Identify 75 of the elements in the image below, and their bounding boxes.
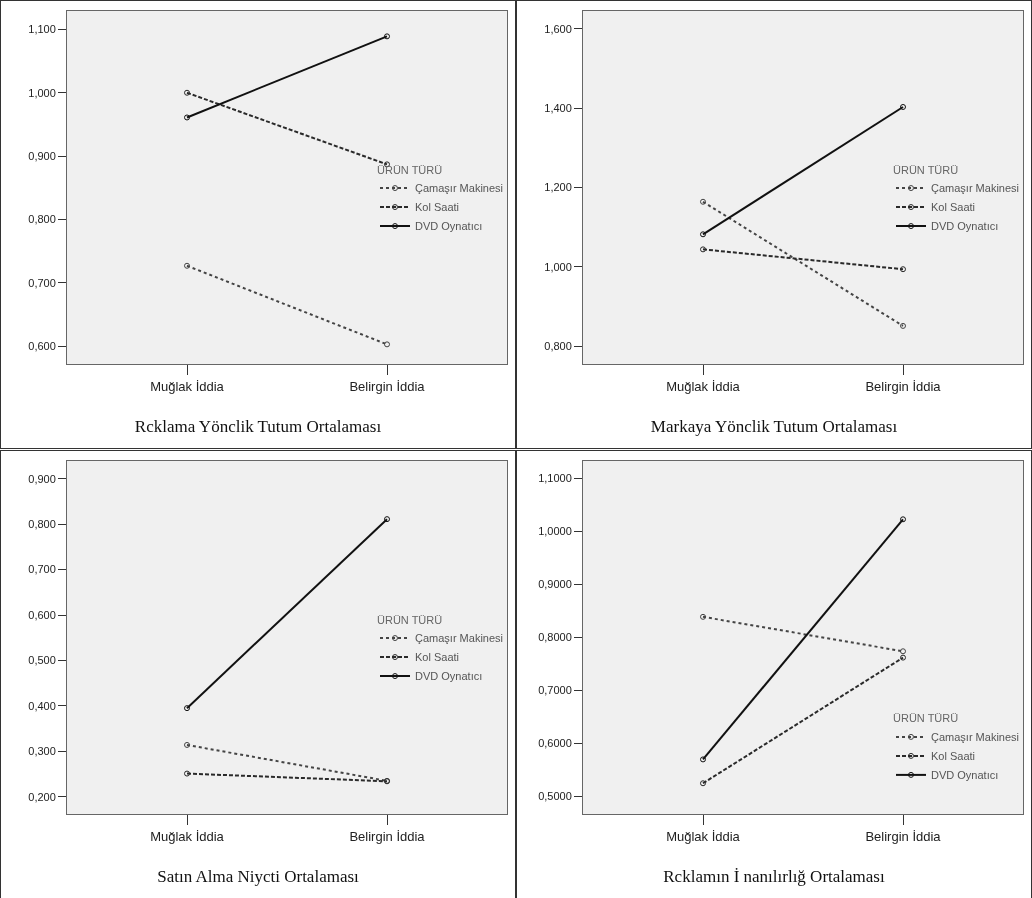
y-tick-label: 1,0000 — [538, 525, 572, 538]
point — [900, 266, 906, 273]
legend-label: DVD Oynatıcı — [415, 670, 483, 683]
legend-label: Kol Saati — [931, 750, 976, 763]
x-tick-label: Belirgin İddia — [865, 378, 942, 394]
legend-label: Kol Saati — [415, 201, 460, 214]
y-tick-label: 1,1000 — [538, 472, 572, 485]
y-tick-label: 1,000 — [544, 260, 572, 273]
x-tick-label: Belirgin İddia — [865, 828, 942, 844]
legend-label: Kol Saati — [931, 201, 976, 214]
y-tick-label: 1,600 — [544, 22, 572, 35]
y-tick-label: 0,7000 — [538, 684, 572, 697]
y-tick-label: 0,300 — [28, 745, 56, 758]
point — [384, 341, 390, 348]
point — [900, 322, 906, 329]
y-tick-label: 1,100 — [28, 23, 56, 36]
legend-label: Çamaşır Makinesi — [415, 632, 504, 645]
point — [384, 516, 390, 523]
point — [700, 613, 706, 620]
y-tick-label: 0,500 — [28, 654, 56, 667]
y-tick-label: 0,900 — [28, 472, 56, 485]
x-tick-label: Muğlak İddia — [666, 378, 741, 394]
point — [184, 114, 190, 121]
y-tick-label: 1,000 — [28, 86, 56, 99]
point — [184, 770, 190, 777]
y-tick-label: 1,200 — [544, 181, 572, 194]
point — [184, 705, 190, 712]
legend-label: Kol Saati — [415, 651, 460, 664]
point — [700, 780, 706, 787]
y-tick-label: 0,5000 — [538, 790, 572, 803]
y-tick-label: 0,900 — [28, 149, 56, 162]
x-tick-label: Belirgin İddia — [349, 828, 426, 844]
y-tick-label: 0,600 — [28, 608, 56, 621]
x-tick-label: Muğlak İddia — [666, 828, 741, 844]
y-tick-label: 0,700 — [28, 276, 56, 289]
text: Rcklamın İ nanılırlığ Ortalaması — [663, 866, 885, 886]
y-tick-label: 0,400 — [28, 699, 56, 712]
legend-label: DVD Oynatıcı — [415, 220, 483, 233]
legend-title: ÜRÜN TÜRÜ — [893, 163, 959, 176]
point — [900, 648, 906, 655]
point — [184, 262, 190, 269]
point — [384, 33, 390, 40]
point — [700, 231, 706, 238]
legend-label: DVD Oynatıcı — [931, 769, 999, 782]
point — [700, 198, 706, 205]
legend-title: ÜRÜN TÜRÜ — [893, 712, 959, 725]
y-tick-label: 0,800 — [544, 340, 572, 352]
point — [900, 103, 906, 110]
point — [900, 654, 906, 661]
y-tick-label: 1,400 — [544, 102, 572, 115]
x-tick-label: Belirgin İddia — [349, 378, 426, 394]
point — [184, 741, 190, 748]
point — [700, 756, 706, 763]
text: Markaya Yönclik Tutum Ortalaması — [650, 416, 898, 436]
y-tick-label: 0,6000 — [538, 737, 572, 750]
legend-title: ÜRÜN TÜRÜ — [377, 613, 443, 626]
legend-label: Çamaşır Makinesi — [931, 731, 1020, 744]
point — [184, 89, 190, 96]
text: Satın Alma Niycti Ortalaması — [157, 866, 360, 886]
y-tick-label: 0,700 — [28, 563, 56, 576]
legend-label: Çamaşır Makinesi — [415, 182, 504, 195]
legend-label: DVD Oynatıcı — [931, 220, 999, 233]
y-tick-label: 0,200 — [28, 790, 56, 803]
text: Rcklama Yönclik Tutum Ortalaması — [134, 416, 382, 436]
x-tick-label: Muğlak İddia — [150, 828, 225, 844]
point — [900, 516, 906, 523]
y-tick-label: 0,800 — [28, 213, 56, 226]
y-tick-label: 0,8000 — [538, 631, 572, 644]
point — [700, 246, 706, 253]
y-tick-label: 0,9000 — [538, 578, 572, 591]
legend-title: ÜRÜN TÜRÜ — [377, 163, 443, 176]
y-tick-label: 0,600 — [28, 340, 56, 353]
legend-label: Çamaşır Makinesi — [931, 182, 1020, 195]
x-tick-label: Muğlak İddia — [150, 378, 225, 394]
y-tick-label: 0,800 — [28, 518, 56, 530]
